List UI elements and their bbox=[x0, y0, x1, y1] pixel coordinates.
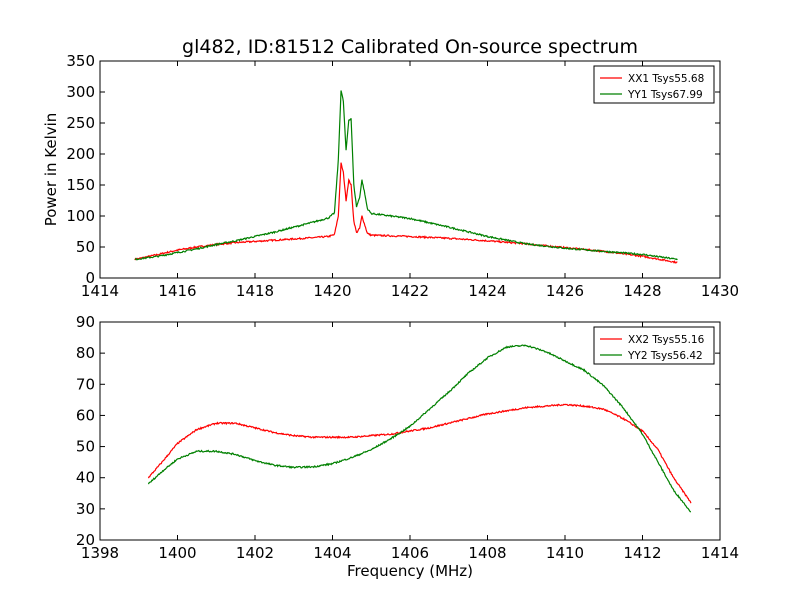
x-axis-title: Frequency (MHz) bbox=[347, 562, 473, 580]
y-tick-label: 50 bbox=[76, 238, 95, 256]
x-tick-label: 1400 bbox=[158, 544, 196, 562]
y-tick-label: 100 bbox=[66, 207, 95, 225]
y-tick-label: 30 bbox=[76, 500, 95, 518]
y-tick-label: 90 bbox=[76, 313, 95, 331]
x-tick-label: 1428 bbox=[623, 282, 661, 300]
x-tick-label: 1412 bbox=[623, 544, 661, 562]
x-tick-label: 1424 bbox=[468, 282, 506, 300]
series-line-xx bbox=[147, 403, 692, 504]
x-tick-label: 1426 bbox=[546, 282, 584, 300]
bottom-panel: 1398 1400 1402 1404 1406 1408 1410 1412 1414 20 30… bbox=[76, 313, 739, 580]
y-tick-label: 0 bbox=[85, 269, 95, 287]
x-tick-label: 1414 bbox=[701, 544, 739, 562]
legend-label: XX2 Tsys55.16 bbox=[628, 334, 705, 346]
x-tick-label: 1422 bbox=[391, 282, 429, 300]
legend: XX2 Tsys55.16 YY2 Tsys56.42 bbox=[593, 326, 715, 365]
y-tick-label: 20 bbox=[76, 531, 95, 549]
legend-label: YY1 Tsys67.99 bbox=[627, 89, 703, 101]
y-tick-label: 200 bbox=[66, 145, 95, 163]
x-tick-label: 1402 bbox=[236, 544, 274, 562]
x-tick-label: 1414 bbox=[81, 282, 119, 300]
figure-title: gl482, ID:81512 Calibrated On-source spe… bbox=[182, 36, 638, 58]
series-line-yy bbox=[147, 344, 692, 513]
x-tick-label: 1406 bbox=[391, 544, 429, 562]
x-tick-label: 1398 bbox=[81, 544, 119, 562]
legend-label: XX1 Tsys55.68 bbox=[628, 73, 704, 85]
y-tick-label: 300 bbox=[66, 83, 95, 101]
y-tick-label: 80 bbox=[76, 344, 95, 362]
y-tick-label: 70 bbox=[76, 375, 95, 393]
y-tick-label: 250 bbox=[66, 114, 95, 132]
x-tick-label: 1418 bbox=[236, 282, 274, 300]
y-tick-label: 350 bbox=[66, 52, 95, 70]
legend: XX1 Tsys55.68 YY1 Tsys67.99 bbox=[593, 65, 715, 104]
x-tick-label: 1410 bbox=[546, 544, 584, 562]
x-tick-label: 1408 bbox=[468, 544, 506, 562]
top-panel: 1414 1416 1418 1420 1422 1424 1426 1428 1430 0 50 1… bbox=[42, 52, 739, 300]
y-tick-label: 50 bbox=[76, 438, 95, 456]
y-tick-label: 150 bbox=[66, 176, 95, 194]
y-tick-label: 40 bbox=[76, 469, 95, 487]
legend-label: YY2 Tsys56.42 bbox=[627, 350, 703, 362]
x-tick-label: 1420 bbox=[313, 282, 351, 300]
y-axis-title: Power in Kelvin bbox=[42, 113, 60, 227]
y-tick-label: 60 bbox=[76, 406, 95, 424]
x-tick-label: 1430 bbox=[701, 282, 739, 300]
x-tick-label: 1416 bbox=[158, 282, 196, 300]
x-tick-label: 1404 bbox=[313, 544, 351, 562]
series-line-xx bbox=[134, 162, 678, 264]
series-line-yy bbox=[134, 90, 678, 261]
